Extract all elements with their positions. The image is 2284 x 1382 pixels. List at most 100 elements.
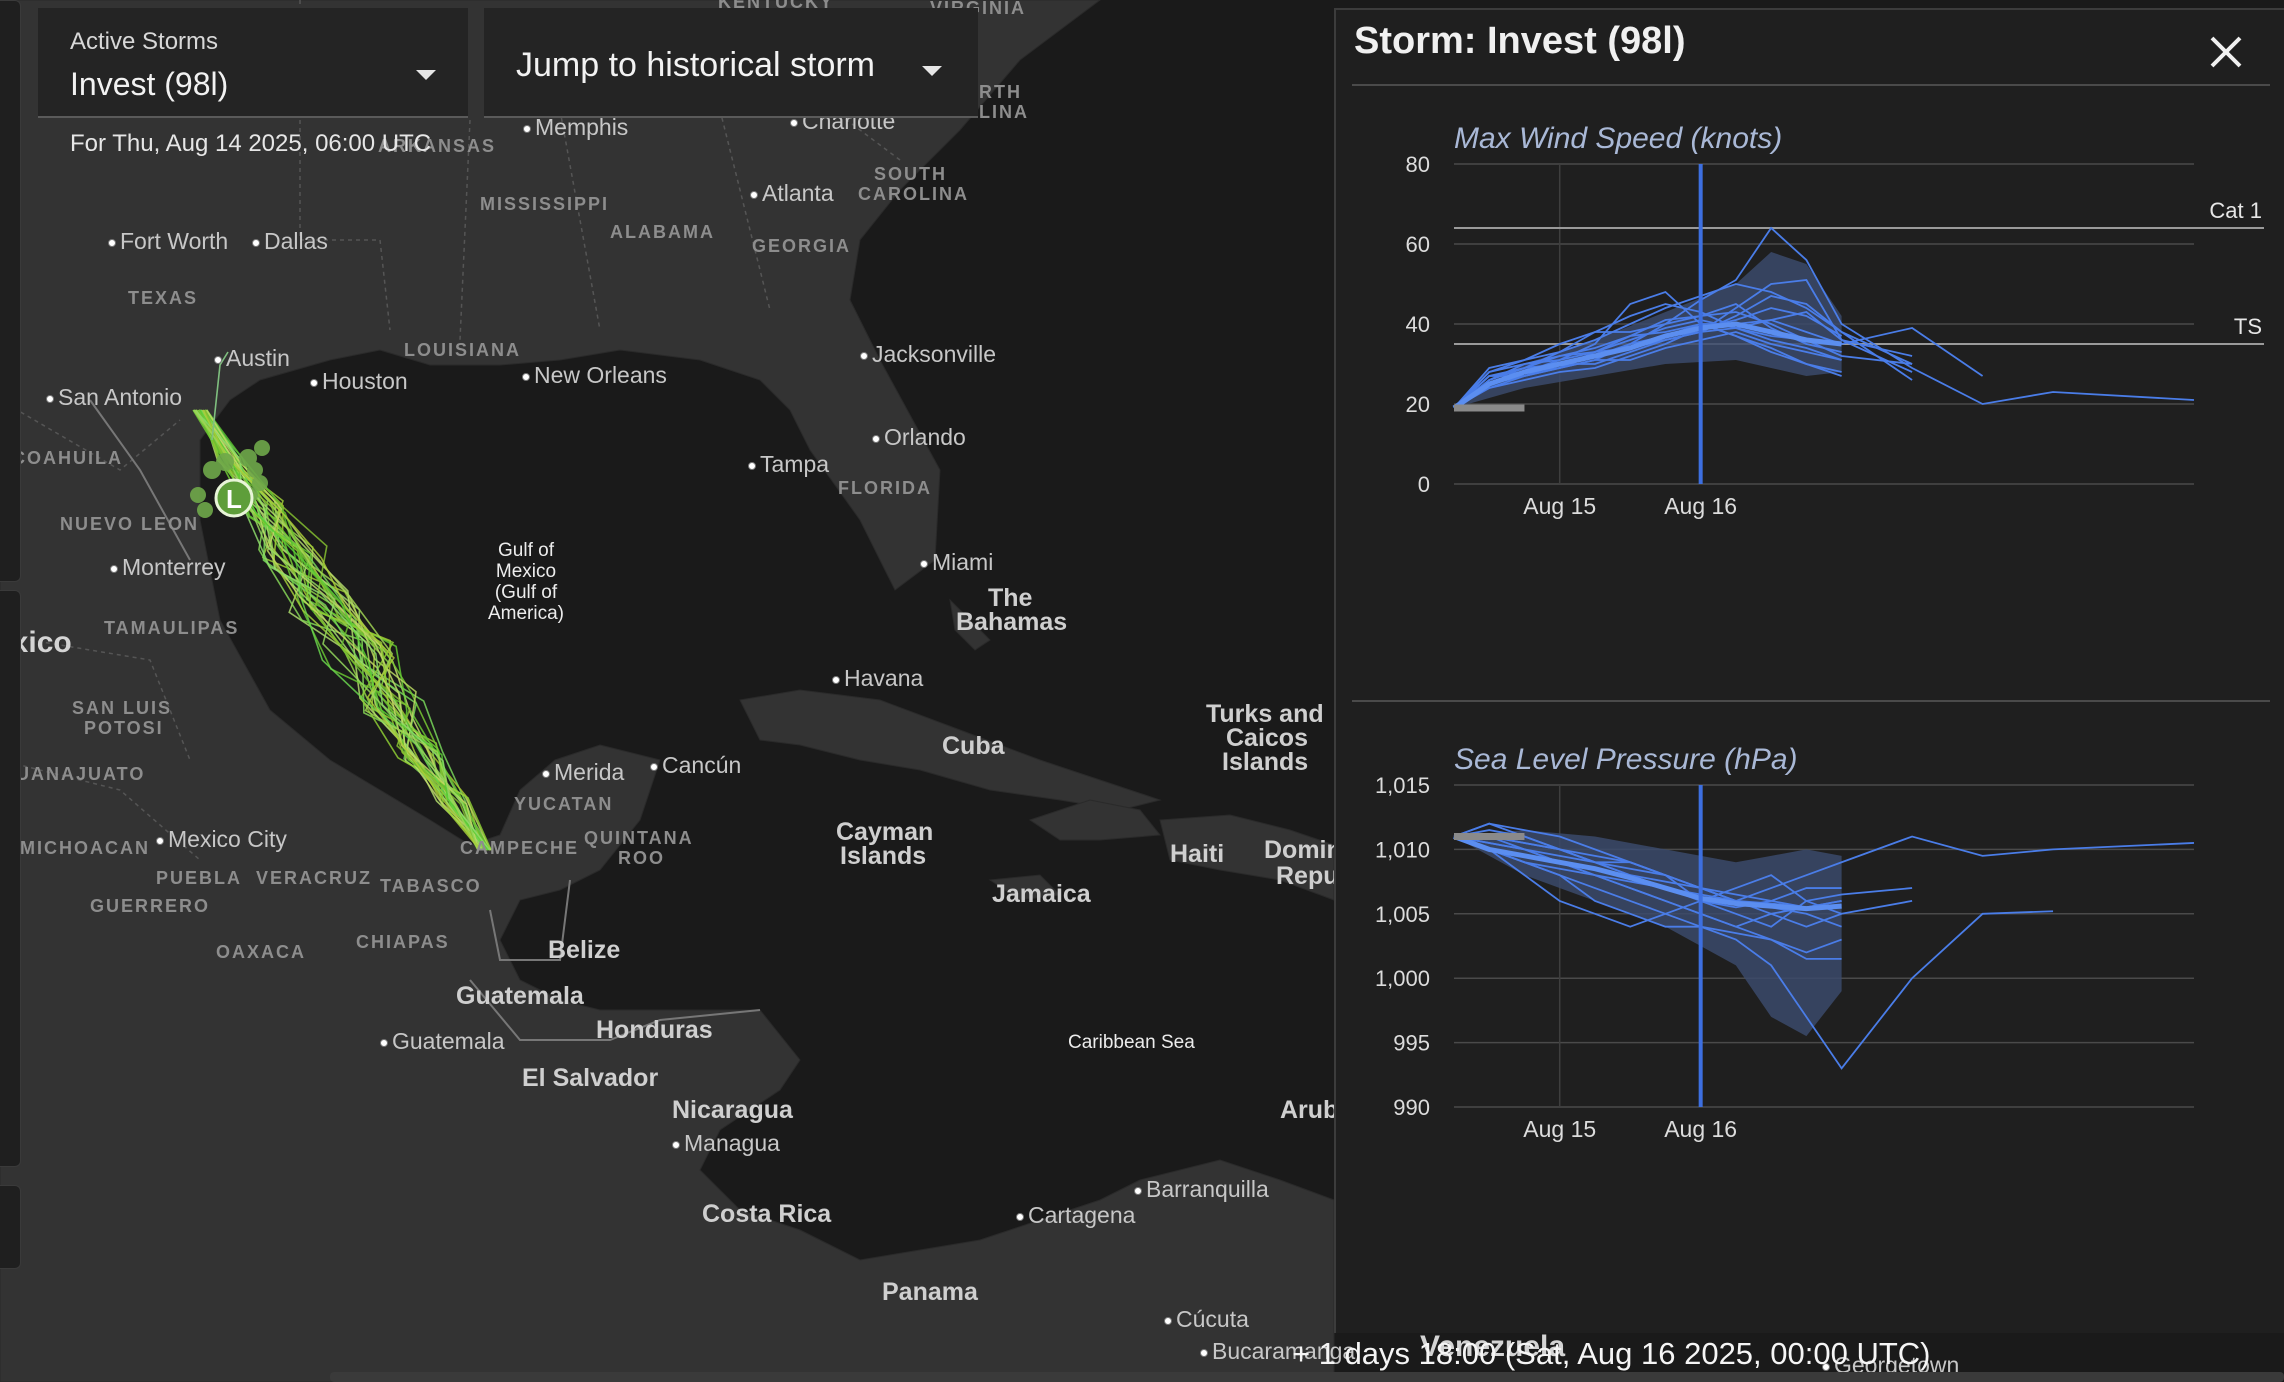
y-tick-label: 1,000 — [1375, 966, 1430, 991]
divider — [1352, 700, 2270, 702]
map-label: ARKANSAS — [378, 136, 497, 156]
map-label: QUINTANA — [584, 828, 694, 848]
map-label: GUERRERO — [90, 896, 211, 916]
map-label: MISSISSIPPI — [480, 194, 610, 214]
y-tick-label: 20 — [1406, 392, 1430, 417]
active-storms-label: Active Storms — [70, 28, 219, 55]
map-label: SOUTH — [874, 164, 947, 184]
ensemble-mean-line — [1452, 321, 1842, 411]
map-label: Guatemala — [380, 1028, 505, 1055]
map-label: San Antonio — [46, 384, 182, 411]
x-tick-label: Aug 16 — [1664, 1116, 1737, 1142]
map-label: Barranquilla — [1134, 1176, 1269, 1203]
storm-marker[interactable]: L — [214, 478, 254, 518]
gulf-label: Gulf of Mexico (Gulf of America) — [487, 540, 564, 624]
map-label: Caicos — [1226, 724, 1308, 752]
map-label: OAXACA — [216, 942, 307, 962]
y-tick-label: 1,010 — [1375, 837, 1430, 862]
map-label: Dallas — [252, 228, 328, 255]
map-label: Belize — [548, 936, 621, 964]
map-label: Cayman — [836, 818, 934, 846]
divider — [1352, 84, 2270, 86]
ensemble-member-line — [1453, 835, 1842, 909]
map-label: Cuba — [942, 732, 1005, 760]
x-tick-label: Aug 16 — [1664, 493, 1737, 519]
map-label: Cancún — [650, 752, 741, 779]
map-label: Guatemala — [456, 982, 584, 1010]
map-label: VERACRUZ — [256, 868, 373, 888]
timeline-scrubber[interactable] — [330, 1372, 2284, 1382]
left-rail-panel-secondary[interactable] — [0, 590, 21, 1167]
map-label: Fort Worth — [108, 228, 228, 255]
chart-title: Sea Level Pressure (hPa) — [1454, 743, 1798, 776]
x-tick-label: Aug 15 — [1523, 1116, 1596, 1142]
map-label: Houston — [310, 368, 408, 395]
y-tick-label: 990 — [1393, 1095, 1430, 1120]
map-label: MICHOACAN — [20, 838, 150, 858]
y-tick-label: 0 — [1418, 472, 1430, 497]
ensemble-member-line — [1454, 835, 1842, 928]
map-label: CAROLINA — [858, 184, 969, 204]
y-tick-label: 80 — [1406, 152, 1430, 177]
map-label: Bucaramanga — [1200, 1338, 1355, 1365]
map-label: The — [988, 584, 1033, 612]
left-rail-panel[interactable] — [0, 0, 21, 582]
ensemble-mean-line — [1453, 834, 1842, 912]
ensemble-member-line — [1453, 307, 1843, 409]
ensemble-spread — [1454, 830, 1842, 1037]
map-label: Jamaica — [992, 880, 1091, 908]
x-tick-label: Aug 15 — [1523, 493, 1596, 519]
y-tick-label: 1,015 — [1375, 773, 1430, 798]
track-points — [190, 440, 270, 518]
pressure-chart[interactable]: Sea Level Pressure (hPa) 990 995 1,000 1,005… — [1336, 715, 2284, 1315]
map-label: POTOSI — [84, 718, 164, 738]
map-label: LOUISIANA — [404, 340, 521, 360]
active-storms-value: Invest (98l) — [70, 66, 229, 102]
y-tick-label: 60 — [1406, 232, 1430, 257]
map-label: FLORIDA — [838, 478, 932, 498]
map-label: TAMAULIPAS — [104, 618, 240, 638]
map-label: Jacksonville — [860, 341, 996, 368]
forecast-date: For Thu, Aug 14 2025, 06:00 UTC — [70, 130, 432, 157]
map-label: Honduras — [596, 1016, 713, 1044]
map-label: Costa Rica — [702, 1200, 832, 1228]
map-label: Austin — [214, 345, 290, 372]
historical-storm-dropdown[interactable]: Jump to historical storm — [484, 8, 978, 118]
map-label: CAMPECHE — [460, 838, 580, 858]
ensemble-member-line — [1453, 835, 1842, 928]
map-label: PUEBLA — [156, 868, 243, 888]
map-label: Cartagena — [1016, 1202, 1135, 1229]
map-label: ROO — [618, 848, 666, 868]
map-label: Atlanta — [750, 180, 834, 207]
map-label: Islands — [1222, 748, 1309, 776]
ensemble-member-line — [1453, 323, 1842, 409]
map-label: Mexico City — [156, 826, 287, 853]
country-borders — [89, 399, 761, 1041]
timeline-label: + 1 days 18:00 (Sat, Aug 16 2025, 00:00 … — [1292, 1336, 1931, 1371]
map-label: Turks and — [1206, 700, 1324, 728]
map-label: Merida — [542, 759, 624, 786]
threshold-label: TS — [2234, 314, 2262, 339]
map-label: Havana — [832, 665, 923, 692]
wind-speed-chart[interactable]: Max Wind Speed (knots) 0 20 40 60 80 Aug 15 Aug… — [1336, 98, 2284, 688]
close-icon[interactable] — [2196, 22, 2256, 82]
map-label: New Orleans — [522, 362, 667, 389]
active-storms-dropdown[interactable]: Active Storms Invest (98l) — [38, 8, 468, 118]
map-label: SAN LUIS — [72, 698, 173, 718]
storm-marker-label: L — [226, 484, 242, 514]
chart-title: Max Wind Speed (knots) — [1454, 122, 1782, 155]
map-label: El Salvador — [522, 1064, 659, 1092]
map-label: Domin — [1264, 836, 1342, 864]
map-label: CHIAPAS — [356, 932, 450, 952]
map-label: Tampa — [748, 451, 829, 478]
left-rail-button[interactable] — [0, 1185, 21, 1269]
map-label: YUCATAN — [514, 794, 614, 814]
map-label: GUANAJUATO — [0, 764, 146, 784]
threshold-label: Cat 1 — [2209, 198, 2262, 223]
y-tick-label: 40 — [1406, 312, 1430, 337]
map-label: COAHUILA — [12, 448, 123, 468]
panel-title: Storm: Invest (98l) — [1354, 20, 1686, 62]
map-label: Repu — [1276, 862, 1339, 890]
map-label: Caribbean Sea — [1068, 1032, 1195, 1053]
map-label: TABASCO — [380, 876, 482, 896]
